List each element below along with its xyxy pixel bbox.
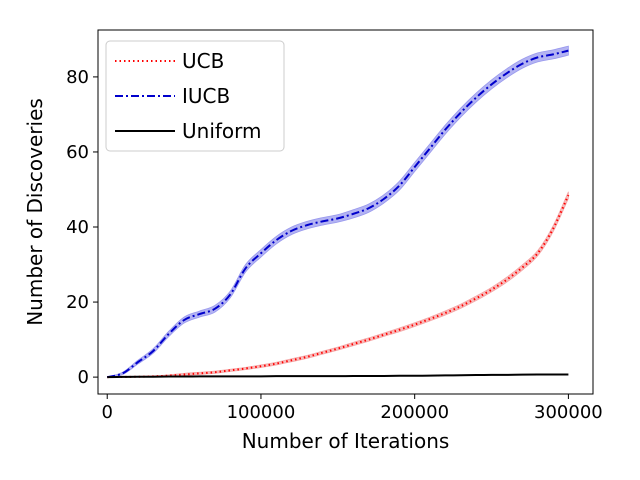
x-tick-label: 0: [101, 402, 112, 423]
y-tick-label: 80: [66, 67, 89, 88]
legend-label-uniform: Uniform: [182, 119, 262, 143]
y-tick-label: 0: [78, 367, 89, 388]
legend-box: [105, 40, 285, 152]
x-axis-ticks: 0 100000 200000 300000: [101, 394, 603, 423]
ucb-line: [107, 194, 570, 379]
iucb-line: [106, 49, 569, 379]
y-tick-label: 40: [66, 217, 89, 238]
y-axis-label: Number of Discoveries: [23, 98, 47, 326]
x-axis-label: Number of Iterations: [242, 429, 450, 453]
legend-label-ucb: UCB: [182, 49, 224, 73]
plot-frame: [97, 29, 594, 395]
legend-label-iucb: IUCB: [182, 84, 230, 108]
x-tick-label: 200000: [380, 402, 449, 423]
y-tick-label: 20: [66, 292, 89, 313]
legend: UCB IUCB Uniform: [105, 40, 285, 152]
series-lines: [106, 49, 570, 379]
y-axis-ticks: 0 20 40 60 80: [66, 67, 98, 388]
uniform-line: [107, 373, 569, 379]
x-tick-label: 300000: [534, 402, 603, 423]
x-tick-label: 100000: [227, 402, 296, 423]
y-tick-label: 60: [66, 142, 89, 163]
